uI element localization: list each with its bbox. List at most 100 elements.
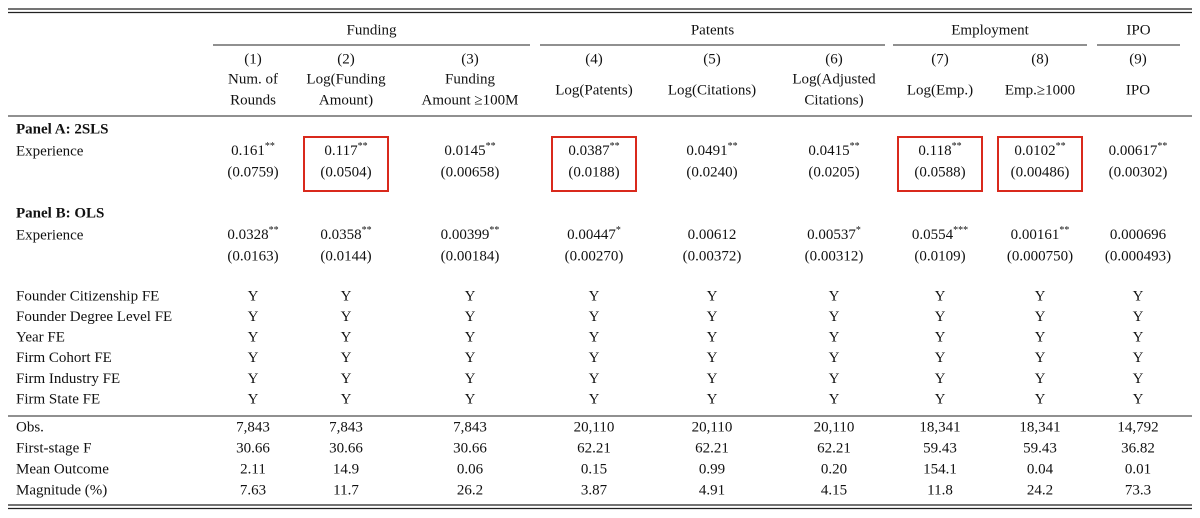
cell: 154.1 <box>923 461 957 477</box>
standard-error: (0.00302) <box>1109 164 1168 180</box>
cell: Y <box>341 350 352 366</box>
cell: 0.04 <box>1027 461 1054 477</box>
cell: Y <box>935 371 946 387</box>
cell: Y <box>248 288 259 304</box>
cell: Y <box>829 309 840 325</box>
cell: 14,792 <box>1117 419 1158 435</box>
cell: 62.21 <box>817 440 851 456</box>
significance-stars: ** <box>362 225 372 236</box>
cell: 62.21 <box>577 440 611 456</box>
significance-stars: ** <box>1059 225 1069 236</box>
coefficient-value: 0.0102 <box>1014 143 1055 159</box>
cell: 24.2 <box>1027 482 1053 498</box>
cell: 18,341 <box>1019 419 1060 435</box>
cell: Y <box>1133 309 1144 325</box>
row-label: Magnitude (%) <box>16 482 107 498</box>
standard-error: (0.0504) <box>320 164 371 180</box>
standard-error: (0.0759) <box>227 164 278 180</box>
significance-stars: ** <box>358 141 368 152</box>
coefficient: 0.00617** <box>1109 141 1168 159</box>
coefficient: 0.00399** <box>441 225 500 243</box>
cell: 30.66 <box>453 440 487 456</box>
standard-error: (0.000750) <box>1007 248 1073 264</box>
cell: Y <box>707 350 718 366</box>
column-number: (7) <box>931 51 949 67</box>
column-label: Amount) <box>319 92 373 108</box>
cell: 73.3 <box>1125 482 1151 498</box>
standard-error: (0.000493) <box>1105 248 1171 264</box>
group-header: Employment <box>951 22 1029 38</box>
cell: Y <box>1133 288 1144 304</box>
cell: Y <box>589 330 600 346</box>
coefficient-value: 0.00537 <box>807 227 856 243</box>
cell: Y <box>1035 330 1046 346</box>
cell: Y <box>341 309 352 325</box>
cell: Y <box>829 391 840 407</box>
cell: Y <box>341 288 352 304</box>
standard-error: (0.0240) <box>686 164 737 180</box>
cell: Y <box>935 288 946 304</box>
standard-error: (0.0188) <box>568 164 619 180</box>
highlight-box <box>897 136 983 192</box>
coefficient: 0.0358** <box>320 225 371 243</box>
standard-error: (0.0144) <box>320 248 371 264</box>
coefficient-value: 0.00399 <box>441 227 490 243</box>
row-label: Firm State FE <box>16 391 100 407</box>
cell: Y <box>248 309 259 325</box>
cell: 11.8 <box>927 482 953 498</box>
coefficient-value: 0.0554 <box>912 227 954 243</box>
cell: 59.43 <box>923 440 957 456</box>
cell: 30.66 <box>329 440 363 456</box>
cell: Y <box>1133 371 1144 387</box>
cell: 62.21 <box>695 440 729 456</box>
cell: 30.66 <box>236 440 270 456</box>
coefficient-value: 0.0328 <box>227 227 268 243</box>
cell: 20,110 <box>692 419 733 435</box>
column-number: (8) <box>1031 51 1049 67</box>
row-label: Founder Citizenship FE <box>16 288 159 304</box>
cell: Y <box>1035 288 1046 304</box>
coefficient-value: 0.0145 <box>444 143 485 159</box>
significance-stars: ** <box>489 225 499 236</box>
column-number: (2) <box>337 51 355 67</box>
cell: Y <box>829 330 840 346</box>
cell: Y <box>829 288 840 304</box>
cell: Y <box>707 330 718 346</box>
cell: Y <box>589 288 600 304</box>
cell: 0.15 <box>581 461 607 477</box>
row-label: Obs. <box>16 419 44 435</box>
highlight-box <box>551 136 637 192</box>
coefficient-value: 0.000696 <box>1110 227 1167 243</box>
standard-error: (0.0163) <box>227 248 278 264</box>
coefficient: 0.00612 <box>688 227 737 243</box>
coefficient-value: 0.0387 <box>568 143 610 159</box>
coefficient: 0.0554*** <box>912 225 968 243</box>
panel-title: Panel B: OLS <box>16 205 104 221</box>
coefficient: 0.000696 <box>1110 227 1167 243</box>
significance-stars: ** <box>265 141 275 152</box>
cell: Y <box>248 371 259 387</box>
cell: 14.9 <box>333 461 359 477</box>
cell: Y <box>935 350 946 366</box>
standard-error: (0.0109) <box>914 248 965 264</box>
row-label: Mean Outcome <box>16 461 109 477</box>
row-label: Experience <box>16 143 84 159</box>
cell: 3.87 <box>581 482 608 498</box>
cell: Y <box>935 330 946 346</box>
cell: Y <box>1133 350 1144 366</box>
significance-stars: ** <box>269 225 279 236</box>
column-label: Citations) <box>804 92 863 108</box>
cell: Y <box>465 371 476 387</box>
cell: Y <box>707 309 718 325</box>
coefficient-value: 0.118 <box>918 143 951 159</box>
cell: Y <box>1035 350 1046 366</box>
cell: Y <box>248 350 259 366</box>
column-label: Amount ≥100M <box>422 92 519 108</box>
highlight-box <box>997 136 1083 192</box>
row-label: Experience <box>16 227 84 243</box>
cell: Y <box>465 288 476 304</box>
cell: Y <box>1133 391 1144 407</box>
cell: 2.11 <box>240 461 266 477</box>
coefficient-value: 0.00617 <box>1109 143 1158 159</box>
cell: 0.99 <box>699 461 725 477</box>
